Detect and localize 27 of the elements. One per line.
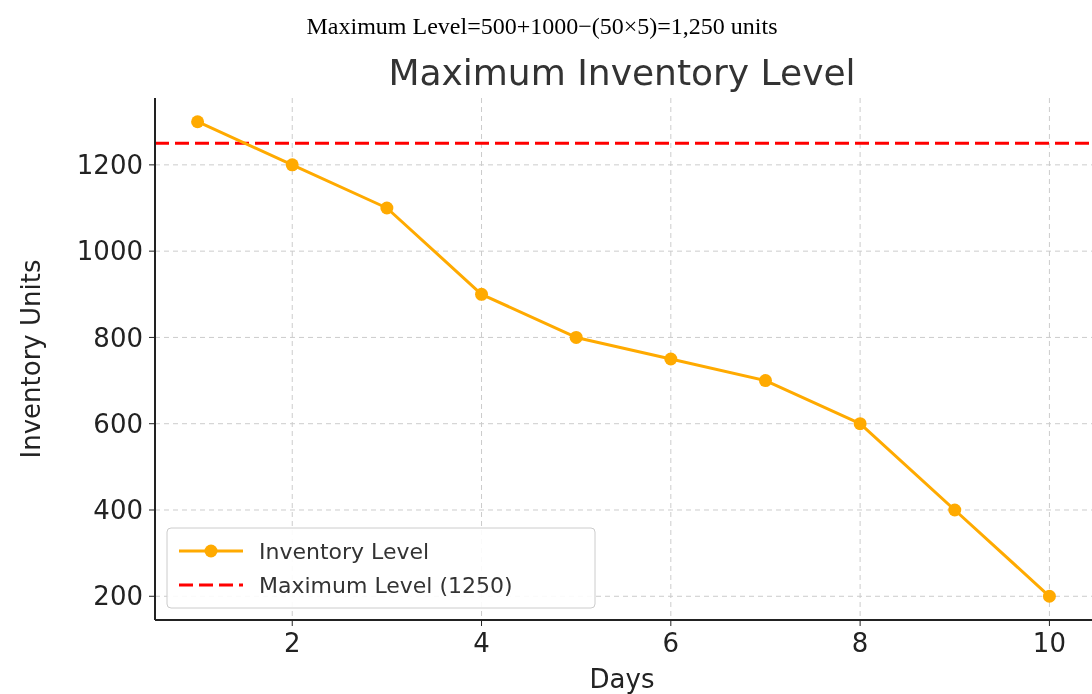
point bbox=[758, 374, 772, 388]
point bbox=[853, 417, 867, 431]
point bbox=[948, 503, 962, 517]
y-tick-label: 600 bbox=[93, 408, 143, 439]
point bbox=[569, 330, 583, 344]
point bbox=[1042, 589, 1056, 603]
x-tick-label: 8 bbox=[851, 628, 869, 658]
legend-label: Maximum Level (1250) bbox=[259, 572, 513, 598]
point bbox=[475, 287, 489, 301]
point bbox=[664, 352, 678, 366]
x-tick-label: 4 bbox=[473, 628, 490, 658]
x-tick-label: 10 bbox=[1032, 628, 1066, 658]
legend-label: Inventory Level bbox=[259, 538, 430, 564]
x-tick-label: 6 bbox=[662, 628, 680, 658]
y-axis-title: Inventory Units bbox=[16, 259, 46, 459]
point bbox=[380, 201, 394, 215]
x-tick-label: 2 bbox=[283, 628, 301, 658]
chart-title: Maximum Inventory Level bbox=[388, 52, 856, 93]
y-tick-label: 1000 bbox=[76, 236, 143, 267]
text: Maximum Level=500+1000−(50×5)=1,250 units bbox=[306, 13, 778, 39]
y-tick-label: 400 bbox=[93, 495, 143, 526]
y-tick-label: 1200 bbox=[76, 149, 143, 180]
y-tick-label: 800 bbox=[93, 322, 143, 353]
point bbox=[285, 158, 299, 172]
x-axis-title: Days bbox=[589, 664, 655, 694]
y-tick-label: 200 bbox=[93, 581, 143, 612]
point bbox=[191, 115, 205, 129]
